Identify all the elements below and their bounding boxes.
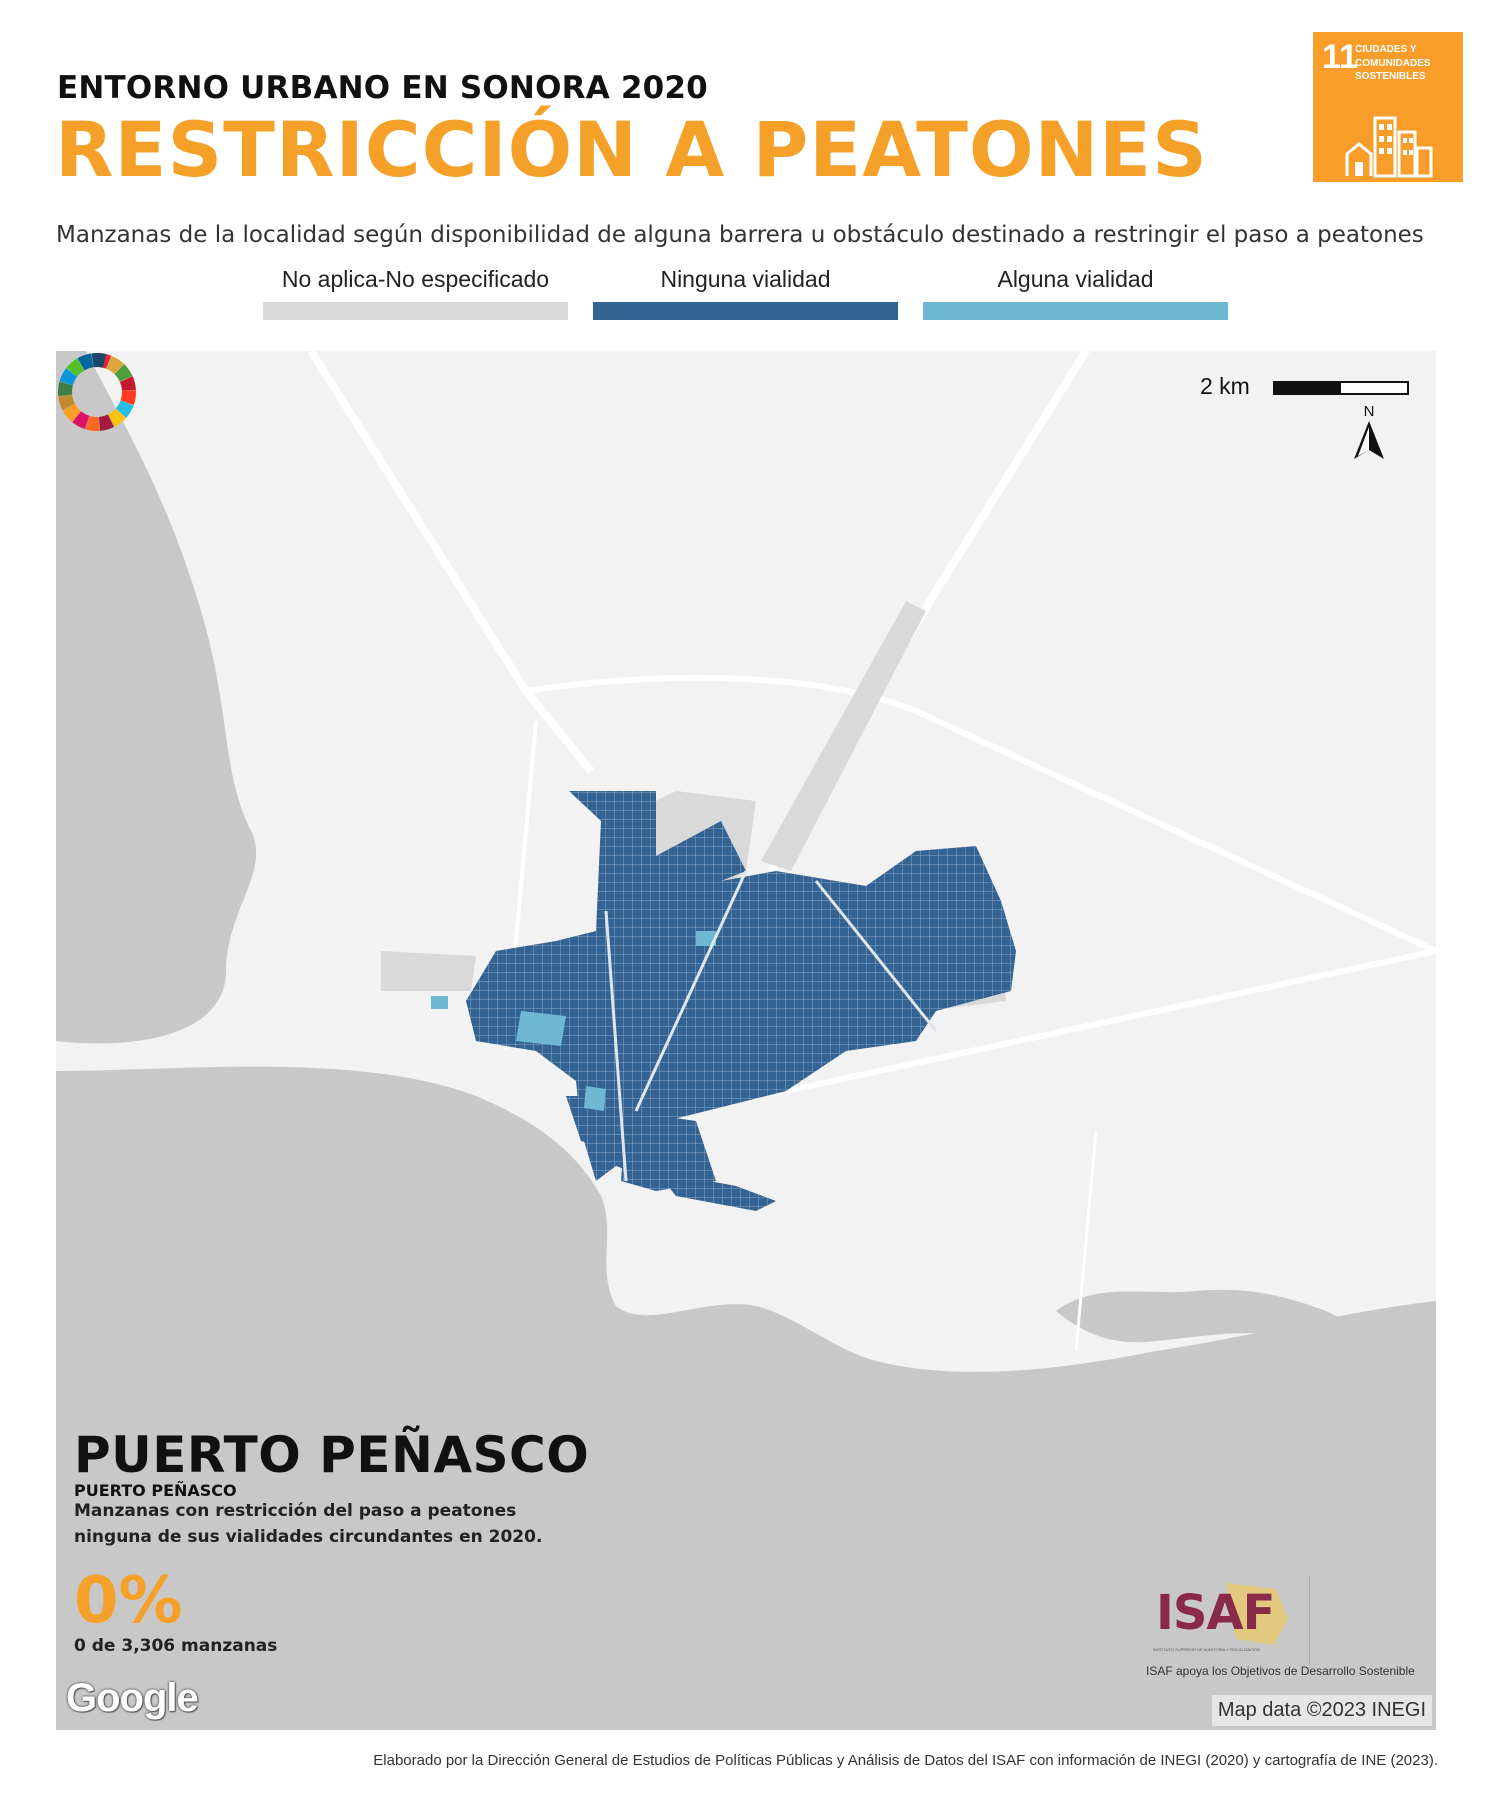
town-roads — [604, 870, 938, 1182]
sdg-11-badge: 11 CIUDADES Y COMUNIDADES SOSTENIBLES — [1313, 32, 1463, 182]
footer-credit: Elaborado por la Dirección General de Es… — [373, 1752, 1438, 1769]
legend-swatch — [263, 302, 568, 320]
legend-swatch — [593, 302, 898, 320]
stat-description: Manzanas con restricción del paso a peat… — [74, 1501, 543, 1547]
sdg-name: CIUDADES Y COMUNIDADES SOSTENIBLES — [1355, 44, 1431, 82]
legend-item-ninguna: Ninguna vialidad — [593, 266, 898, 320]
scale-label: 2 km — [1200, 373, 1250, 399]
blocks-ninguna — [466, 791, 1016, 1211]
isaf-fullname: INSTITUTO SUPERIOR DE AUDITORÍA Y FISCAL… — [1153, 1647, 1261, 1652]
north-label: N — [1363, 403, 1375, 420]
map-attribution[interactable]: Map data ©2023 INEGI — [1211, 1695, 1432, 1726]
municipality-name: PUERTO PEÑASCO — [74, 1481, 237, 1500]
logo-divider — [1309, 1576, 1310, 1666]
map-canvas — [56, 351, 1436, 1730]
report-kicker: ENTORNO URBANO EN SONORA 2020 — [57, 70, 708, 106]
legend-label: Ninguna vialidad — [660, 266, 831, 292]
legend-swatch — [923, 302, 1228, 320]
legend-label: Alguna vialidad — [997, 266, 1154, 292]
legend-item-na: No aplica-No especificado — [263, 266, 568, 320]
sdg-wheel-icon — [57, 353, 136, 432]
google-logo: Google — [66, 1676, 199, 1720]
map-panel[interactable]: 2 km N PUERTO PEÑASCO PUERTO PEÑASCO Man… — [56, 351, 1436, 1730]
stat-percentage: 0% — [74, 1564, 183, 1638]
estuary — [1056, 1289, 1436, 1362]
legend-label: No aplica-No especificado — [281, 266, 550, 292]
north-arrow-icon: N — [1346, 403, 1392, 463]
sea-area — [56, 1066, 1436, 1730]
isaf-wordmark: ISAF — [1156, 1585, 1275, 1641]
isaf-caption: ISAF apoya los Objetivos de Desarrollo S… — [1146, 1664, 1415, 1678]
map-subtitle: Manzanas de la localidad según disponibi… — [56, 222, 1424, 248]
city-buildings-icon — [1345, 116, 1433, 178]
sdg-number: 11 — [1322, 38, 1358, 76]
legend-item-alguna: Alguna vialidad — [923, 266, 1228, 320]
page-title: RESTRICCIÓN A PEATONES — [55, 105, 1208, 194]
locality-name: PUERTO PEÑASCO — [74, 1426, 590, 1484]
stat-count: 0 de 3,306 manzanas — [74, 1636, 278, 1656]
blocks-alguna — [431, 931, 716, 1111]
bay-area — [56, 351, 257, 1044]
scale-bar — [1273, 381, 1409, 395]
isaf-logo: ISAF — [1156, 1579, 1296, 1649]
